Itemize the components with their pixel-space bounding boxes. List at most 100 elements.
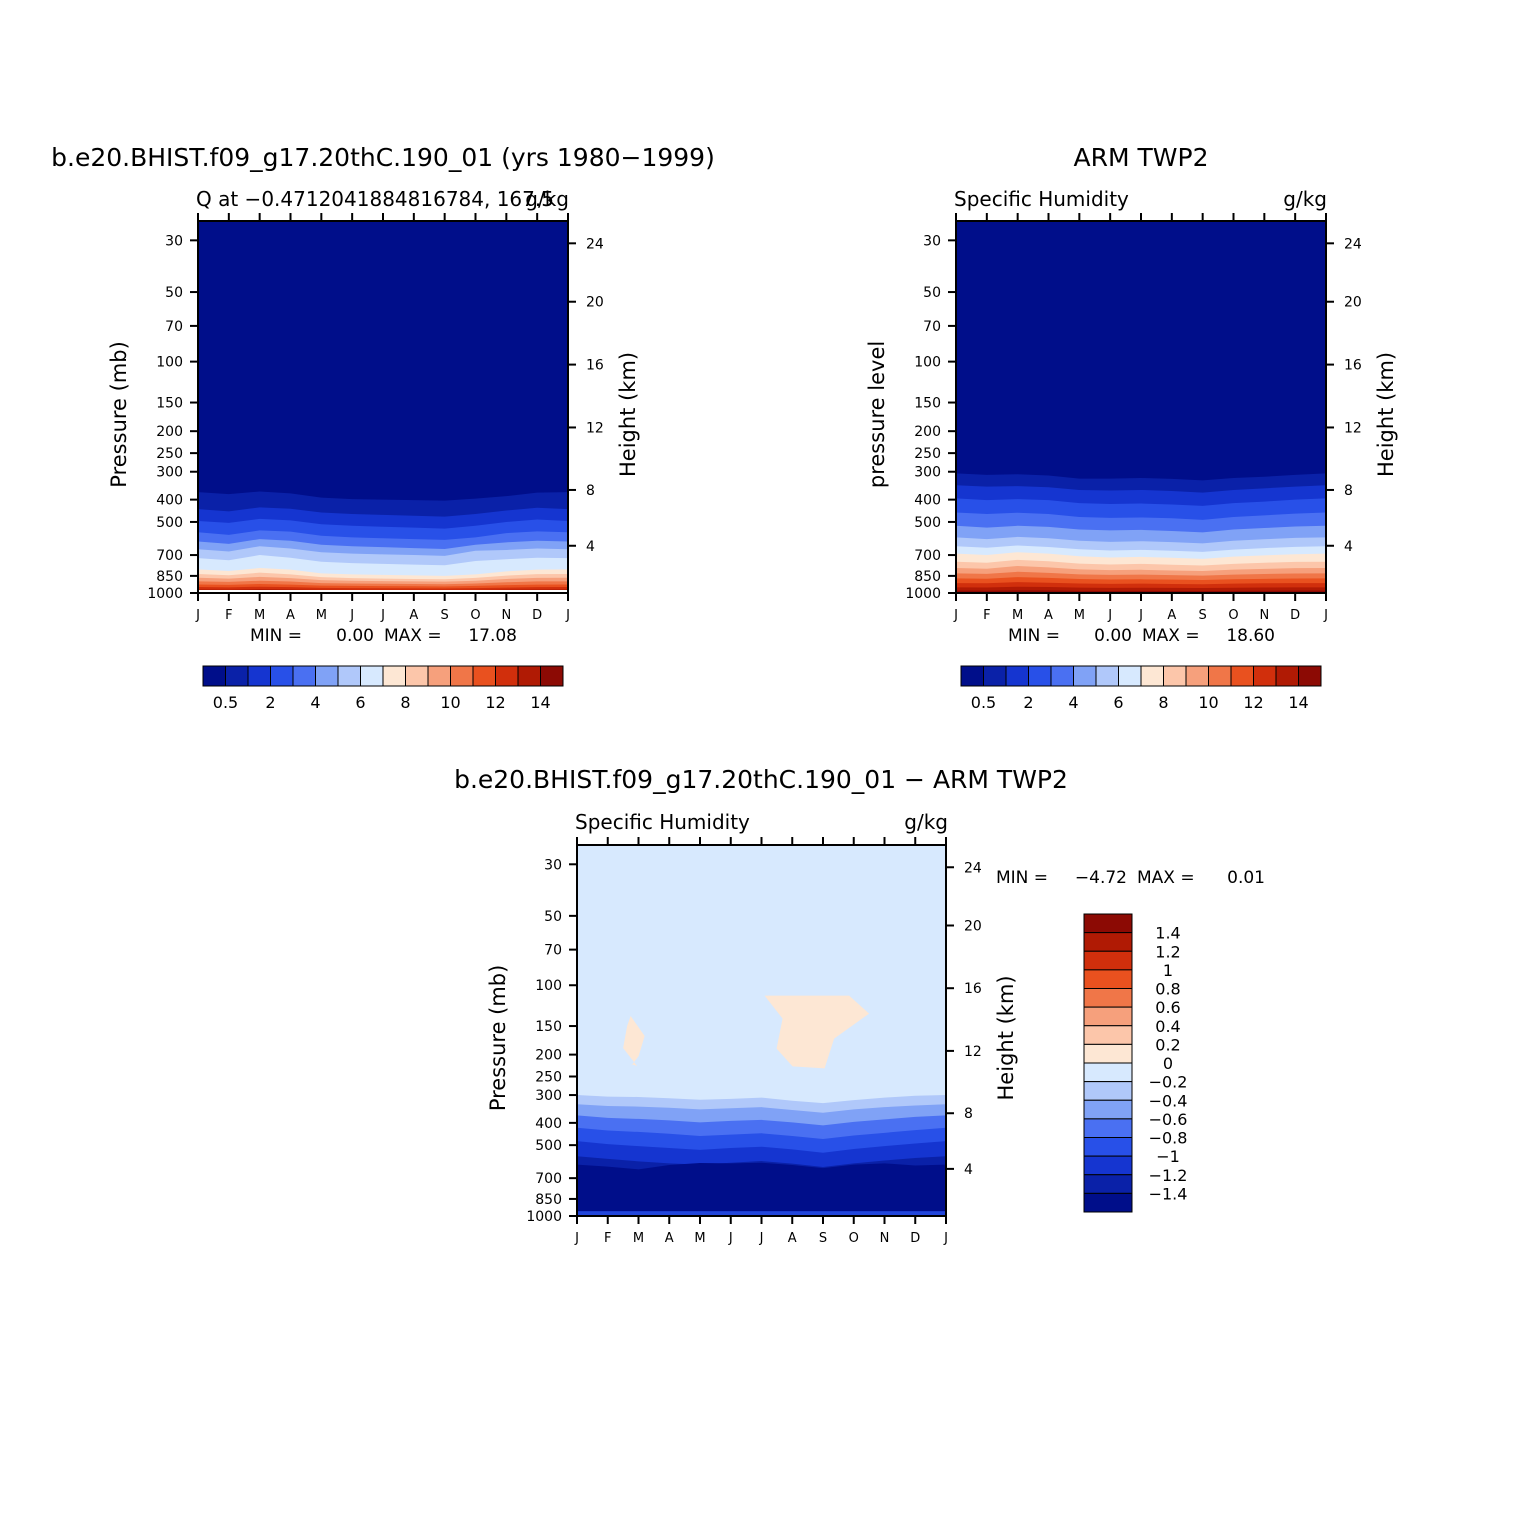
pressure-tick-label: 1000 bbox=[526, 1209, 562, 1225]
pressure-tick-label: 150 bbox=[156, 396, 183, 412]
colorbar-swatch bbox=[495, 665, 519, 687]
colorbar-label: 1 bbox=[1163, 961, 1173, 980]
colorbar-swatch bbox=[1083, 1099, 1133, 1120]
contour-plot bbox=[197, 220, 569, 594]
colorbar-label: 10 bbox=[440, 693, 460, 712]
pressure-tick-label: 500 bbox=[156, 515, 183, 531]
height-tick-label: 16 bbox=[1344, 358, 1362, 374]
colorbar-swatch bbox=[1083, 1006, 1133, 1027]
pressure-tick-label: 250 bbox=[914, 446, 941, 462]
month-tick-label: N bbox=[880, 1231, 890, 1246]
month-tick-label: J bbox=[1323, 608, 1328, 623]
contour-surface-strip bbox=[198, 590, 568, 593]
colorbar-swatch bbox=[960, 665, 984, 687]
colorbar-label: 8 bbox=[1158, 693, 1168, 712]
colorbar-label: 0.8 bbox=[1155, 980, 1180, 999]
month-tick-label: A bbox=[1044, 608, 1053, 623]
pressure-tick-label: 50 bbox=[165, 285, 183, 301]
colorbar-label: 0.5 bbox=[213, 693, 238, 712]
height-tick-label: 20 bbox=[1344, 295, 1362, 311]
min-label: MIN = bbox=[1008, 626, 1060, 646]
month-tick-label: A bbox=[286, 608, 295, 623]
pressure-tick-label: 700 bbox=[535, 1171, 562, 1187]
colorbar-swatch bbox=[405, 665, 429, 687]
pressure-tick-label: 50 bbox=[544, 909, 562, 925]
pressure-tick-label: 850 bbox=[914, 569, 941, 585]
month-tick-label: J bbox=[380, 608, 385, 623]
month-tick-label: M bbox=[316, 608, 327, 623]
height-tick-label: 12 bbox=[586, 420, 604, 436]
colorbar-label: −0.2 bbox=[1149, 1073, 1188, 1092]
height-tick-label: 12 bbox=[964, 1044, 982, 1060]
contour-band bbox=[577, 1162, 946, 1216]
height-axis: 24 20 16 12 8 4 bbox=[568, 236, 604, 555]
height-tick-label: 4 bbox=[964, 1162, 973, 1178]
colorbar-label: 10 bbox=[1198, 693, 1218, 712]
month-tick-label: M bbox=[254, 608, 265, 623]
pressure-tick-label: 200 bbox=[535, 1048, 562, 1064]
panel-model: b.e20.BHIST.f09_g17.20thC.190_01 (yrs 19… bbox=[51, 143, 715, 712]
pressure-tick-label: 200 bbox=[914, 424, 941, 440]
colorbar-label: −0.4 bbox=[1149, 1091, 1188, 1110]
panel-subtitle-left: Specific Humidity bbox=[575, 810, 750, 834]
colorbar-swatch bbox=[1005, 665, 1029, 687]
colorbar-label: 8 bbox=[400, 693, 410, 712]
pressure-tick-label: 250 bbox=[535, 1070, 562, 1086]
month-tick-label: A bbox=[788, 1231, 797, 1246]
contour-fills bbox=[198, 221, 568, 593]
pressure-tick-label: 300 bbox=[535, 1088, 562, 1104]
height-tick-label: 20 bbox=[964, 919, 982, 935]
pressure-tick-label: 200 bbox=[156, 424, 183, 440]
height-tick-label: 4 bbox=[1344, 539, 1353, 555]
pressure-tick-label: 850 bbox=[535, 1192, 562, 1208]
colorbar-label: 12 bbox=[1243, 693, 1263, 712]
pressure-tick-label: 850 bbox=[156, 569, 183, 585]
colorbar-swatch bbox=[202, 665, 226, 687]
colorbar-label: 6 bbox=[1113, 693, 1123, 712]
colorbar-swatch bbox=[1208, 665, 1232, 687]
colorbar-label: 1.2 bbox=[1155, 942, 1180, 961]
height-tick-label: 24 bbox=[586, 236, 604, 252]
colorbar-label: 0.6 bbox=[1155, 998, 1180, 1017]
y-axis-label: pressure level bbox=[865, 341, 889, 488]
colorbar-swatch bbox=[1083, 1174, 1133, 1194]
month-tick-label: M bbox=[694, 1231, 705, 1246]
pressure-tick-label: 300 bbox=[914, 465, 941, 481]
colorbar-label: 0 bbox=[1163, 1054, 1173, 1073]
height-tick-label: 8 bbox=[586, 483, 595, 499]
month-tick-label: M bbox=[633, 1231, 644, 1246]
colorbar-label: 0.4 bbox=[1155, 1017, 1180, 1036]
month-tick-label: J bbox=[943, 1231, 948, 1246]
month-tick-label: N bbox=[1259, 608, 1269, 623]
colorbar-label: 2 bbox=[1023, 693, 1033, 712]
month-tick-label: J bbox=[349, 608, 354, 623]
month-tick-label: O bbox=[849, 1231, 859, 1246]
colorbar-swatch bbox=[292, 665, 316, 687]
month-tick-label: M bbox=[1012, 608, 1023, 623]
month-tick-label: J bbox=[574, 1231, 579, 1246]
min-label: MIN = bbox=[250, 626, 302, 646]
max-value: 17.08 bbox=[468, 626, 517, 646]
colorbar-swatch bbox=[1083, 988, 1133, 1008]
colorbar-label: 14 bbox=[1288, 693, 1308, 712]
panel-subtitle-left: Q at −0.4712041884816784, 167.5 bbox=[196, 187, 554, 211]
pressure-tick-label: 400 bbox=[156, 493, 183, 509]
min-label: MIN = bbox=[996, 868, 1048, 888]
month-tick-label: N bbox=[501, 608, 511, 623]
pressure-tick-label: 70 bbox=[165, 319, 183, 335]
colorbar-swatch bbox=[1083, 1118, 1133, 1138]
month-tick-label: A bbox=[409, 608, 418, 623]
colorbar-swatch bbox=[1083, 1081, 1133, 1101]
colorbar-label: 0.5 bbox=[971, 693, 996, 712]
colorbar-swatch bbox=[427, 665, 451, 687]
height-tick-label: 16 bbox=[586, 358, 604, 374]
colorbar: 0.5 2 4 6 8 10 12 14 bbox=[960, 665, 1322, 712]
colorbar-swatch bbox=[517, 665, 541, 687]
pressure-tick-label: 700 bbox=[156, 548, 183, 564]
pressure-tick-label: 1000 bbox=[147, 586, 183, 602]
min-value: 0.00 bbox=[336, 626, 374, 646]
month-tick-label: J bbox=[728, 1231, 733, 1246]
colorbar: 1.41.210.80.60.40.20−0.2−0.4−0.6−0.8−1−1… bbox=[1083, 913, 1188, 1213]
